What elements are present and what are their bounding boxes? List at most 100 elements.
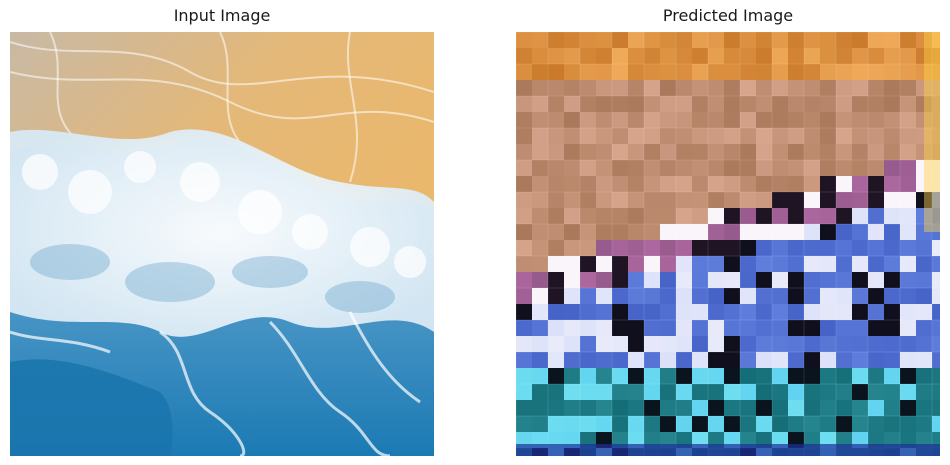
predicted-pixel-block xyxy=(836,192,852,208)
predicted-pixel-block xyxy=(836,352,852,368)
predicted-pixel-block xyxy=(772,368,788,384)
predicted-pixel-block xyxy=(932,32,940,48)
predicted-pixel-block xyxy=(916,80,932,96)
predicted-pixel-block xyxy=(548,112,564,128)
predicted-pixel-block xyxy=(804,288,820,304)
predicted-pixel-block xyxy=(900,64,916,80)
predicted-pixel-block xyxy=(740,80,756,96)
predicted-pixel-block xyxy=(852,32,868,48)
predicted-pixel-block xyxy=(548,304,564,320)
predicted-pixel-block xyxy=(564,320,580,336)
predicted-pixel-block xyxy=(548,160,564,176)
predicted-pixel-block xyxy=(868,176,884,192)
predicted-pixel-block xyxy=(868,320,884,336)
predicted-pixel-block xyxy=(596,144,612,160)
predicted-pixel-block xyxy=(612,160,628,176)
predicted-pixel-block xyxy=(692,224,708,240)
predicted-pixel-block xyxy=(724,240,740,256)
predicted-pixel-block xyxy=(660,304,676,320)
predicted-pixel-block xyxy=(532,256,548,272)
predicted-pixel-block xyxy=(884,96,900,112)
predicted-pixel-block xyxy=(580,320,596,336)
predicted-pixel-block xyxy=(852,272,868,288)
predicted-pixel-block xyxy=(660,208,676,224)
predicted-pixel-block xyxy=(660,416,676,432)
predicted-pixel-block xyxy=(708,144,724,160)
predicted-pixel-block xyxy=(804,416,820,432)
predicted-pixel-block xyxy=(708,32,724,48)
predicted-pixel-block xyxy=(884,336,900,352)
predicted-pixel-block xyxy=(900,208,916,224)
predicted-pixel-block xyxy=(868,80,884,96)
predicted-pixel-block xyxy=(708,48,724,64)
predicted-pixel-block xyxy=(692,192,708,208)
predicted-pixel-block xyxy=(516,144,532,160)
predicted-pixel-block xyxy=(900,128,916,144)
predicted-pixel-block xyxy=(788,144,804,160)
predicted-pixel-block xyxy=(692,400,708,416)
predicted-pixel-block xyxy=(580,176,596,192)
predicted-pixel-block xyxy=(708,384,724,400)
predicted-pixel-block xyxy=(916,304,932,320)
predicted-pixel-block xyxy=(708,336,724,352)
predicted-pixel-block xyxy=(644,208,660,224)
predicted-pixel-block xyxy=(660,336,676,352)
predicted-pixel-block xyxy=(676,256,692,272)
predicted-pixel-block xyxy=(900,256,916,272)
predicted-pixel-block xyxy=(772,384,788,400)
predicted-pixel-block xyxy=(724,160,740,176)
predicted-pixel-block xyxy=(580,32,596,48)
predicted-pixel-block xyxy=(884,192,900,208)
predicted-pixel-block xyxy=(644,336,660,352)
predicted-pixel-block xyxy=(532,368,548,384)
predicted-pixel-block xyxy=(804,48,820,64)
predicted-pixel-block xyxy=(612,256,628,272)
predicted-pixel-block xyxy=(564,240,580,256)
predicted-pixel-block xyxy=(676,272,692,288)
predicted-pixel-block xyxy=(788,208,804,224)
predicted-pixel-block xyxy=(884,160,900,176)
predicted-pixel-block xyxy=(676,96,692,112)
predicted-pixel-block xyxy=(900,224,916,240)
predicted-pixel-block xyxy=(900,96,916,112)
predicted-pixel-block xyxy=(756,176,772,192)
predicted-pixel-block xyxy=(932,400,940,416)
predicted-pixel-block xyxy=(788,64,804,80)
predicted-pixel-block xyxy=(916,272,932,288)
predicted-pixel-block xyxy=(820,112,836,128)
predicted-pixel-block xyxy=(932,416,940,432)
predicted-pixel-block xyxy=(628,192,644,208)
predicted-pixel-block xyxy=(644,256,660,272)
predicted-pixel-block xyxy=(852,144,868,160)
predicted-pixel-block xyxy=(868,400,884,416)
predicted-pixel-block xyxy=(740,112,756,128)
predicted-pixel-block xyxy=(788,368,804,384)
predicted-pixel-block xyxy=(740,256,756,272)
predicted-pixel-block xyxy=(548,416,564,432)
predicted-pixel-block xyxy=(676,400,692,416)
predicted-pixel-block xyxy=(676,224,692,240)
predicted-pixel-block xyxy=(628,224,644,240)
predicted-pixel-block xyxy=(900,48,916,64)
predicted-pixel-block xyxy=(708,352,724,368)
predicted-pixel-block xyxy=(612,128,628,144)
predicted-pixel-block xyxy=(772,304,788,320)
predicted-pixel-block xyxy=(836,256,852,272)
predicted-pixel-block xyxy=(612,224,628,240)
predicted-pixel-block xyxy=(644,176,660,192)
predicted-pixel-block xyxy=(708,128,724,144)
predicted-pixel-block xyxy=(932,176,940,192)
predicted-pixel-block xyxy=(804,112,820,128)
predicted-pixel-block xyxy=(708,160,724,176)
predicted-pixel-block xyxy=(756,96,772,112)
predicted-pixel-block xyxy=(692,304,708,320)
predicted-pixel-block xyxy=(660,64,676,80)
predicted-pixel-block xyxy=(548,192,564,208)
predicted-pixel-block xyxy=(596,304,612,320)
predicted-pixel-block xyxy=(724,336,740,352)
predicted-pixel-block xyxy=(596,128,612,144)
predicted-pixel-block xyxy=(820,144,836,160)
predicted-image-graphic xyxy=(516,32,940,456)
predicted-image-title: Predicted Image xyxy=(662,6,794,25)
predicted-pixel-block xyxy=(804,272,820,288)
